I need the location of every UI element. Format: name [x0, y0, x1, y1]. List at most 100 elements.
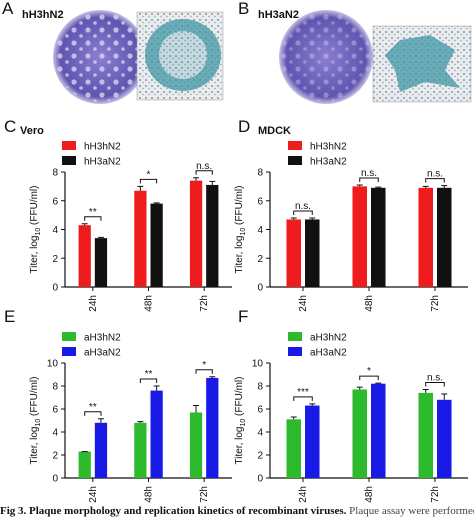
y-axis-label: Titer, log10 (FFU/ml)	[29, 377, 42, 465]
x-tick-label: 72h	[430, 295, 441, 312]
bar	[94, 238, 108, 287]
significance-label: n.s.	[427, 169, 443, 180]
error-bar	[422, 185, 429, 188]
significance-bracket	[195, 369, 213, 374]
y-tick-label: 4	[257, 225, 263, 236]
error-bar	[153, 202, 160, 204]
legend-swatch	[62, 156, 76, 165]
y-tick-label: 6	[257, 405, 263, 416]
legend-swatch	[62, 141, 76, 150]
x-tick-label: 24h	[88, 295, 99, 312]
y-tick-label: 4	[257, 428, 263, 439]
x-tick-label: 72h	[430, 486, 441, 503]
x-tick-label: 72h	[199, 486, 210, 503]
error-bar	[290, 217, 297, 220]
caption-text: Plaque assay were performed for	[346, 505, 474, 517]
bar	[418, 187, 433, 287]
legend-swatch	[288, 347, 302, 356]
error-bar	[193, 177, 200, 181]
error-bar	[309, 403, 316, 406]
x-tick-label: 48h	[364, 295, 375, 312]
y-tick-label: 10	[252, 359, 264, 370]
y-tick-label: 8	[257, 382, 263, 393]
error-bar	[209, 180, 216, 185]
bar	[305, 219, 320, 287]
plaque-spots	[55, 12, 145, 102]
bar	[286, 219, 301, 287]
error-bar	[309, 217, 316, 220]
y-tick-label: 6	[52, 405, 58, 416]
y-axis-label-suffix: (FFU/ml)	[234, 377, 245, 419]
y-axis-label-suffix: (FFU/ml)	[29, 377, 40, 419]
panel-title: hH3aN2	[258, 9, 299, 21]
bar	[134, 422, 147, 478]
bar	[189, 180, 203, 287]
chart-title: MDCK	[258, 125, 291, 137]
y-tick-label: 8	[52, 168, 58, 179]
y-tick-label: 4	[52, 225, 58, 236]
significance-label: ***	[297, 387, 309, 398]
error-bar	[97, 236, 104, 239]
significance-bracket	[359, 375, 379, 381]
y-axis-label-main: Titer, log	[234, 427, 245, 465]
bar	[150, 390, 163, 478]
bar	[206, 184, 219, 287]
y-axis-label-sub: 10	[35, 228, 42, 236]
error-bar	[137, 185, 144, 191]
y-axis-label: Titer, log10 (FFU/ml)	[234, 186, 247, 274]
y-axis-label: Titer, log10 (FFU/ml)	[29, 186, 42, 274]
significance-label: n.s.	[196, 161, 212, 172]
x-tick-label: 48h	[364, 486, 375, 503]
legend-swatch	[288, 156, 302, 165]
y-axis-label-main: Titer, log	[234, 236, 245, 274]
legend-label: aH3aN2	[84, 348, 121, 359]
legend-label: aH3hN2	[310, 333, 347, 344]
bar	[418, 392, 433, 478]
error-bar	[290, 416, 297, 420]
legend-label: hH3aN2	[310, 157, 347, 168]
error-bar	[137, 421, 144, 423]
significance-label: n.s.	[427, 372, 443, 383]
y-axis-label-sub: 10	[240, 419, 247, 427]
y-axis-label: Titer, log10 (FFU/ml)	[234, 377, 247, 465]
caption: Fig 3. Plaque morphology and replication…	[0, 505, 474, 517]
y-tick-label: 2	[257, 254, 263, 265]
error-bar	[441, 393, 448, 400]
y-tick-label: 0	[52, 474, 58, 485]
bar	[371, 187, 386, 287]
significance-label: n.s.	[295, 201, 311, 212]
bar	[94, 422, 108, 478]
error-bar	[375, 186, 382, 188]
caption-bold: Fig 3. Plaque morphology and replication…	[0, 505, 347, 517]
significance-bracket	[195, 170, 213, 175]
error-bar	[356, 184, 363, 187]
y-tick-label: 2	[52, 451, 58, 462]
bar	[134, 190, 147, 287]
significance-label: *	[147, 169, 151, 180]
error-bar	[97, 418, 104, 423]
y-tick-label: 0	[257, 474, 263, 485]
panel-title: hH3hN2	[22, 9, 64, 21]
panel-label: E	[4, 307, 15, 326]
x-tick-label: 48h	[144, 486, 155, 503]
significance-label: **	[145, 369, 153, 380]
panel-label: C	[4, 117, 16, 136]
significance-bracket	[359, 177, 379, 182]
bar	[371, 383, 386, 478]
bar	[286, 419, 301, 478]
legend-swatch	[62, 332, 76, 341]
y-tick-label: 6	[52, 196, 58, 207]
y-tick-label: 0	[52, 283, 58, 294]
plaque-stain	[385, 35, 460, 92]
error-bar	[375, 382, 382, 384]
bar	[78, 225, 91, 287]
y-tick-label: 8	[52, 382, 58, 393]
bar	[150, 203, 163, 287]
error-bar	[422, 388, 429, 393]
legend-label: hH3hN2	[84, 142, 121, 153]
legend-label: aH3hN2	[84, 333, 121, 344]
significance-label: *	[367, 366, 371, 377]
y-tick-label: 0	[257, 283, 263, 294]
significance-label: **	[89, 402, 97, 413]
significance-bracket	[84, 411, 102, 416]
